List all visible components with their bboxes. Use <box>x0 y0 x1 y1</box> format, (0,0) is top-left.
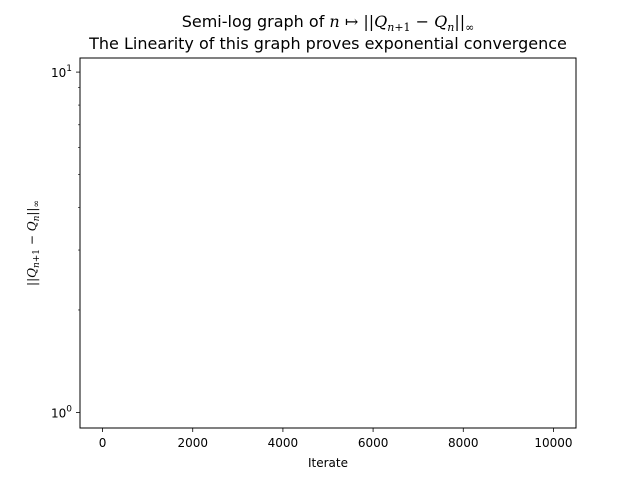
y-tick-label: 101 <box>51 64 72 80</box>
x-tick-label: 2000 <box>177 436 208 450</box>
y-axis-ticks: 100 101 <box>51 64 80 420</box>
chart-subtitle: The Linearity of this graph proves expon… <box>88 34 567 53</box>
y-tick-label: 100 <box>51 404 72 420</box>
x-tick-label: 0 <box>99 436 107 450</box>
svg-text:||Qn+1 − Qn||∞: ||Qn+1 − Qn||∞ <box>25 200 42 286</box>
plot-frame <box>79 57 577 429</box>
x-tick-label: 10000 <box>534 436 572 450</box>
x-tick-label: 8000 <box>448 436 479 450</box>
chart-title-prefix: Semi-log graph of <box>182 12 330 31</box>
x-tick-label: 6000 <box>358 436 389 450</box>
chart-title: Semi-log graph of n ↦ ||Qn+1 − Qn||∞ <box>182 12 475 34</box>
x-tick-label: 4000 <box>268 436 299 450</box>
y-axis-label: ||Qn+1 − Qn||∞ <box>25 200 42 286</box>
x-axis-label: Iterate <box>308 456 348 470</box>
y-axis-minor-ticks <box>78 87 80 311</box>
x-axis-ticks: 0 2000 4000 6000 8000 10000 <box>99 428 573 450</box>
